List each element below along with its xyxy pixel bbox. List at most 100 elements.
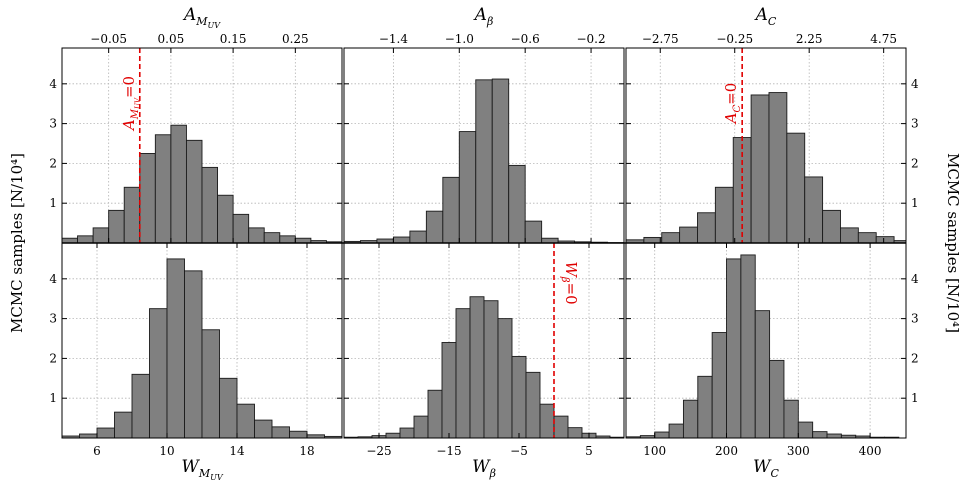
- histogram-bars: [62, 258, 342, 438]
- histogram-bar: [219, 377, 238, 438]
- histogram-bar: [553, 415, 569, 438]
- x-tick-label: −0.05: [90, 32, 127, 46]
- histogram-bar: [711, 332, 727, 438]
- histogram-bar: [697, 375, 713, 438]
- y-tick-label: 1: [49, 391, 57, 405]
- histogram-bar: [567, 427, 583, 438]
- x-tick-label: −1.0: [445, 32, 474, 46]
- x-tick-label: 0.25: [282, 32, 309, 46]
- reference-line-label: AMUV=0: [120, 76, 142, 132]
- histogram-bar: [826, 433, 842, 438]
- x-tick-label: 400: [859, 444, 882, 458]
- x-tick-label: −0.25: [716, 32, 753, 46]
- histogram-bar: [525, 371, 541, 438]
- x-tick-label: 100: [643, 444, 666, 458]
- y-tick-label: 4: [49, 77, 57, 91]
- histogram-bar: [166, 258, 185, 438]
- histogram-bar: [524, 220, 543, 243]
- x-tick-label: −15: [436, 444, 461, 458]
- histogram-bar: [289, 430, 308, 438]
- y-tick-label: 1: [911, 196, 919, 210]
- top-axis-label: Aβ: [473, 5, 494, 28]
- x-tick-label: 5: [585, 444, 593, 458]
- reference-line-label: Wβ=0: [559, 261, 580, 304]
- histogram-bar: [812, 431, 828, 438]
- panel-bottom-right: 100 200 300 400 1 2 3 4 WC: [625, 242, 919, 480]
- histogram-bar: [279, 235, 296, 243]
- histogram-bar: [236, 403, 255, 438]
- histogram-bar: [123, 186, 141, 243]
- histogram-bar: [840, 227, 859, 243]
- x-tick-label: −25: [366, 444, 391, 458]
- y-tick-label: 3: [49, 117, 57, 131]
- histogram-bar: [654, 431, 670, 438]
- panel-top-middle: −1.4 −1.0 −0.6 −0.2 Aβ: [343, 5, 625, 244]
- histogram-bar: [822, 209, 841, 243]
- y-tick-label: 2: [911, 351, 919, 365]
- y-tick-label: 4: [49, 272, 57, 286]
- histogram-bar: [154, 134, 172, 243]
- histogram-bar: [768, 92, 788, 243]
- x-tick-label: −0.6: [511, 32, 540, 46]
- histogram-bar: [697, 212, 716, 243]
- y-tick-label: 1: [911, 391, 919, 405]
- histogram-bar: [754, 310, 771, 438]
- histogram-bar: [185, 139, 203, 243]
- y-tick-label: 3: [911, 117, 919, 131]
- x-tick-label: 18: [299, 444, 314, 458]
- histogram-bar: [491, 78, 510, 243]
- histogram-bar: [131, 373, 150, 438]
- x-tick-label: 0.15: [220, 32, 247, 46]
- panel-bottom-middle: Wβ=0 −25 −15 −5 5 Wβ: [343, 242, 625, 480]
- top-axis-label: AC: [754, 5, 777, 28]
- top-axis-label: AMUV: [182, 5, 221, 30]
- histogram-bar: [392, 236, 411, 243]
- histogram-bars: [626, 254, 900, 438]
- y-tick-label: 4: [911, 77, 919, 91]
- reference-line-label: AC=0: [722, 83, 743, 126]
- panel-bottom-left: 6 10 14 18 1 2 3 4 WMUV: [49, 242, 343, 482]
- x-tick-label: −0.2: [576, 32, 605, 46]
- y-tick-label: 2: [49, 156, 57, 170]
- y-tick-label: 3: [49, 312, 57, 326]
- histogram-bars: [344, 296, 624, 438]
- histogram-bars: [62, 124, 342, 243]
- histogram-bar: [804, 176, 824, 243]
- x-tick-label: 200: [715, 444, 738, 458]
- y-tick-label: 2: [911, 156, 919, 170]
- y-tick-label: 3: [911, 312, 919, 326]
- histogram-bar: [114, 411, 133, 438]
- histogram-bar: [643, 236, 663, 243]
- histogram-bar: [539, 403, 555, 438]
- histogram-bar: [455, 308, 471, 438]
- histogram-bar: [92, 227, 110, 243]
- histogram-bar: [409, 230, 427, 243]
- histogram-bar: [442, 176, 460, 243]
- y-axis-label-right: MCMC samples [N/10⁴]: [944, 153, 962, 333]
- histogram-bar: [108, 209, 125, 243]
- histogram-bar: [201, 329, 220, 438]
- histogram-bar: [740, 254, 756, 438]
- histogram-bar: [797, 421, 814, 438]
- histogram-bar: [508, 164, 526, 243]
- histogram-bar: [217, 194, 234, 243]
- histogram-bar: [385, 432, 401, 438]
- histogram-bar: [786, 132, 806, 243]
- histogram-bar: [726, 258, 742, 438]
- histogram-bar: [682, 399, 699, 438]
- histogram-bar: [668, 423, 684, 438]
- histogram-bar: [399, 427, 415, 438]
- x-tick-label: −1.4: [379, 32, 409, 46]
- y-tick-label: 4: [911, 272, 919, 286]
- x-tick-label: −5: [510, 444, 528, 458]
- histogram-bar: [149, 308, 168, 438]
- panel-top-right: AC=0 −2.75 −0.25 2.25 4.75 1 2 3 4 AC: [625, 5, 919, 244]
- histogram-bar: [458, 131, 477, 243]
- y-tick-label: 2: [49, 351, 57, 365]
- x-tick-label: 14: [229, 444, 245, 458]
- histogram-bar: [425, 210, 444, 243]
- histogram-bar: [857, 232, 877, 243]
- histogram-bar: [248, 227, 265, 243]
- histogram-bar: [714, 186, 734, 243]
